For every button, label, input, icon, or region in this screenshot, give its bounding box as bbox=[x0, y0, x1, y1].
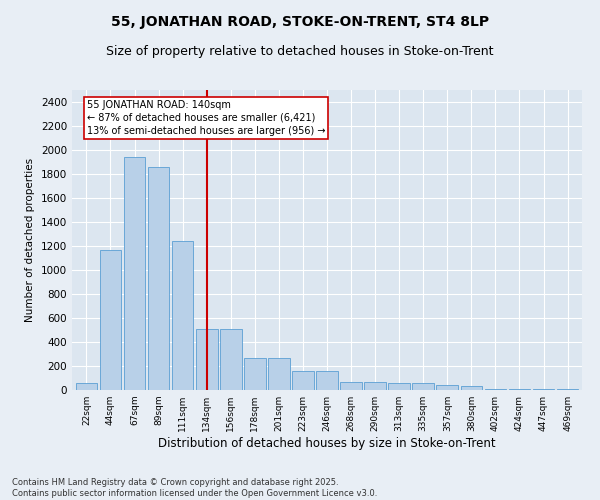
Bar bbox=[148, 167, 169, 390]
Bar bbox=[412, 384, 434, 390]
X-axis label: Distribution of detached houses by size in Stoke-on-Trent: Distribution of detached houses by size … bbox=[158, 437, 496, 450]
Bar bbox=[436, 385, 458, 390]
Y-axis label: Number of detached properties: Number of detached properties bbox=[25, 158, 35, 322]
Bar bbox=[268, 358, 290, 390]
Bar bbox=[485, 389, 506, 390]
Text: Size of property relative to detached houses in Stoke-on-Trent: Size of property relative to detached ho… bbox=[106, 45, 494, 58]
Bar bbox=[124, 157, 145, 390]
Text: Contains HM Land Registry data © Crown copyright and database right 2025.
Contai: Contains HM Land Registry data © Crown c… bbox=[12, 478, 377, 498]
Bar bbox=[196, 329, 218, 390]
Bar bbox=[364, 382, 386, 390]
Bar bbox=[172, 241, 193, 390]
Bar bbox=[244, 358, 266, 390]
Text: 55, JONATHAN ROAD, STOKE-ON-TRENT, ST4 8LP: 55, JONATHAN ROAD, STOKE-ON-TRENT, ST4 8… bbox=[111, 15, 489, 29]
Bar bbox=[100, 250, 121, 390]
Bar bbox=[292, 371, 314, 390]
Bar bbox=[461, 386, 482, 390]
Bar bbox=[388, 384, 410, 390]
Bar bbox=[220, 329, 242, 390]
Bar bbox=[340, 382, 362, 390]
Text: 55 JONATHAN ROAD: 140sqm
← 87% of detached houses are smaller (6,421)
13% of sem: 55 JONATHAN ROAD: 140sqm ← 87% of detach… bbox=[86, 100, 325, 136]
Bar bbox=[316, 371, 338, 390]
Bar bbox=[76, 384, 97, 390]
